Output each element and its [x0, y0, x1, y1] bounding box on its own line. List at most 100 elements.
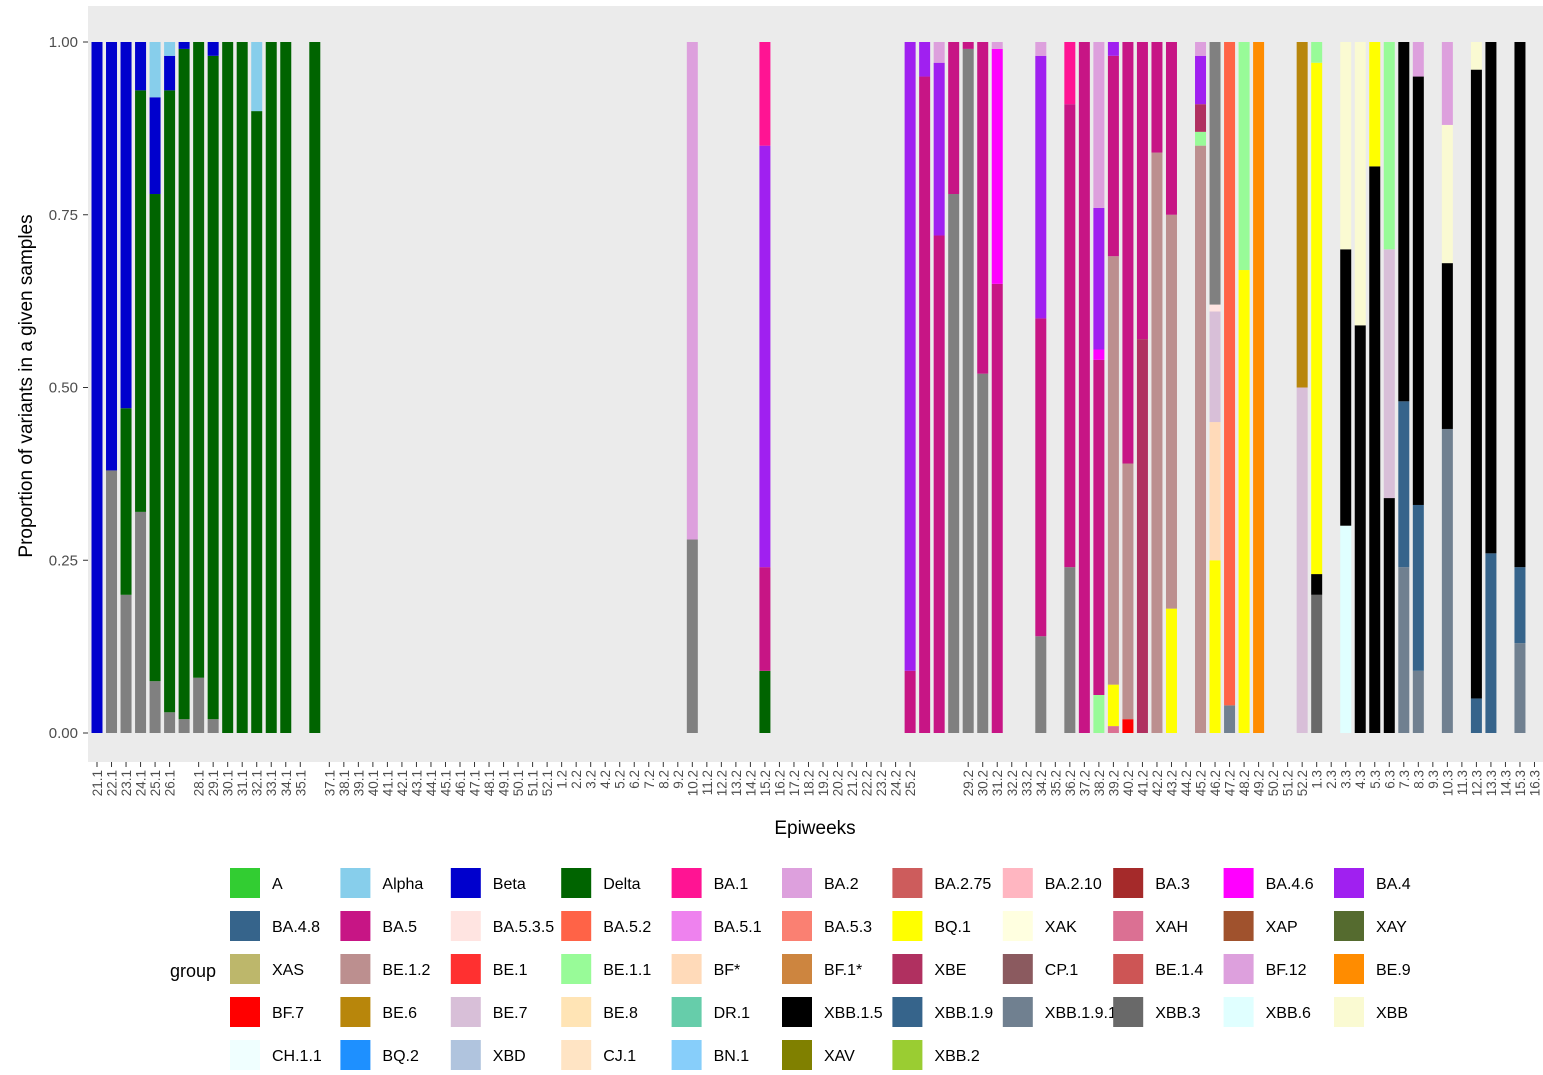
bar-segment: [1136, 42, 1148, 340]
bar-segment: [919, 42, 931, 77]
bar-segment: [178, 48, 190, 720]
legend-swatch: [1113, 868, 1144, 898]
x-tick-label: 23.2: [874, 770, 889, 796]
legend-label: XAH: [1155, 919, 1188, 936]
legend-swatch: [782, 997, 812, 1027]
bar-segment: [1470, 42, 1482, 70]
x-tick-label: 44.2: [1179, 770, 1194, 796]
x-tick-label: 39.2: [1106, 770, 1121, 796]
bar-segment: [1238, 42, 1250, 271]
x-tick-label: 30.2: [976, 770, 991, 796]
bar-segment: [1441, 124, 1453, 264]
legend-label: BA.4.8: [272, 919, 320, 936]
x-tick-label: 23.1: [119, 770, 134, 796]
bar-segment: [1107, 42, 1119, 56]
bar-segment: [1093, 349, 1105, 360]
bar-segment: [1078, 42, 1090, 733]
bar-segment: [759, 567, 771, 671]
x-tick-label: 8.2: [656, 770, 671, 789]
legend-label: BE.1.1: [603, 962, 651, 979]
legend-swatch: [1002, 911, 1033, 941]
legend-label: BE.7: [493, 1005, 528, 1022]
bar-segment: [106, 42, 118, 471]
x-tick-label: 6.3: [1382, 770, 1397, 789]
bar-segment: [164, 90, 176, 713]
bar-segment: [193, 677, 205, 733]
x-tick-label: 15.3: [1513, 770, 1528, 796]
bar-segment: [1122, 463, 1134, 720]
legend-label: BA.4: [1376, 876, 1411, 893]
legend-label: BF*: [714, 962, 741, 979]
x-tick-label: 10.2: [685, 770, 700, 796]
bar-segment: [686, 42, 698, 540]
x-tick-label: 42.1: [395, 770, 410, 796]
x-tick-label: 48.1: [482, 770, 497, 796]
legend-swatch: [230, 1040, 260, 1070]
bar-segment: [1209, 311, 1221, 423]
legend-label: BF.7: [272, 1005, 304, 1022]
bar-segment: [977, 373, 989, 733]
x-tick-label: 41.1: [380, 770, 395, 796]
bar-segment: [1224, 705, 1236, 733]
legend-swatch: [892, 997, 923, 1027]
bar-segment: [106, 470, 118, 733]
legend-label: BA.3: [1155, 876, 1190, 893]
legend-label: BE.1: [493, 962, 528, 979]
bar-segment: [309, 42, 321, 733]
x-tick-label: 24.1: [134, 770, 149, 796]
legend-label: BE.6: [382, 1005, 417, 1022]
bar-segment: [236, 42, 248, 733]
x-tick-label: 2.3: [1324, 770, 1339, 789]
bar-segment: [759, 670, 771, 733]
x-tick-label: 34.1: [279, 770, 294, 796]
bar-segment: [1354, 325, 1366, 733]
x-tick-label: 15.2: [758, 770, 773, 796]
bar-segment: [1093, 42, 1105, 208]
legend-label: BA.2.10: [1045, 876, 1102, 893]
y-tick-label: 1.00: [49, 34, 78, 51]
x-tick-label: 14.3: [1498, 770, 1513, 796]
bar-segment: [1064, 42, 1076, 105]
bar-segment: [759, 42, 771, 146]
x-tick-label: 24.2: [889, 770, 904, 796]
legend-label: BA.1: [714, 876, 749, 893]
legend-swatch: [782, 868, 812, 898]
bar-segment: [1093, 694, 1105, 733]
bar-segment: [1224, 42, 1236, 706]
y-tick-label: 0.25: [49, 552, 78, 569]
x-tick-label: 35.2: [1048, 770, 1063, 796]
bar-segment: [1035, 42, 1047, 56]
legend-swatch: [230, 911, 260, 941]
x-tick-label: 39.1: [351, 770, 366, 796]
legend-swatch: [1223, 868, 1254, 898]
bar-segment: [1165, 608, 1177, 733]
bar-segment: [120, 408, 132, 595]
legend-swatch: [671, 868, 702, 898]
y-axis-title: Proportion of variants in a given sample…: [16, 214, 37, 557]
bar-segment: [1514, 567, 1526, 644]
legend-swatch: [1334, 911, 1364, 941]
bar-segment: [1398, 567, 1410, 733]
bars-group: [91, 42, 1526, 734]
y-tick-label: 0.75: [49, 207, 78, 224]
bar-segment: [135, 511, 147, 733]
bar-segment: [178, 42, 190, 49]
x-tick-label: 40.2: [1121, 770, 1136, 796]
x-tick-label: 45.1: [438, 770, 453, 796]
bar-segment: [1253, 42, 1265, 733]
legend-label: BE.1.4: [1155, 962, 1203, 979]
x-tick-label: 49.2: [1252, 770, 1267, 796]
x-tick-label: 11.3: [1455, 770, 1470, 795]
legend-swatch: [230, 954, 260, 984]
x-tick-label: 16.3: [1527, 770, 1542, 796]
legend-label: BE.8: [603, 1005, 638, 1022]
legend-label: DR.1: [714, 1005, 751, 1022]
bar-segment: [1470, 698, 1482, 733]
x-tick-label: 52.1: [540, 770, 555, 796]
bar-segment: [759, 145, 771, 568]
legend-label: XBE: [934, 962, 966, 979]
legend-label: XBB.1.9.1: [1045, 1005, 1117, 1022]
bar-segment: [164, 55, 176, 91]
bar-segment: [149, 681, 161, 733]
